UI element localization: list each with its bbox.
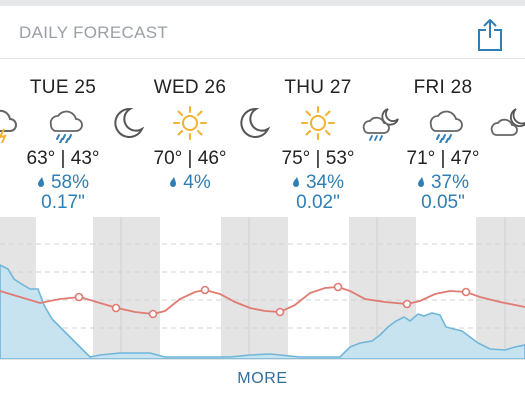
days-row: TUE 25 63° | 43° 58% 0.17" WED 26 70° | — [0, 59, 525, 217]
precip-chance: 34% — [253, 172, 383, 194]
raindrop-icon — [37, 177, 44, 187]
raindrop-icon — [292, 177, 299, 187]
night-band — [476, 217, 525, 359]
day-label: TUE 25 — [29, 77, 97, 98]
temp-range: 71° | 47° — [406, 148, 480, 169]
raindrop-icon — [417, 177, 424, 187]
night-cloud-icon — [490, 108, 525, 136]
status-strip — [0, 0, 525, 6]
rain-cloud-icon — [429, 110, 463, 143]
raindrop-icon — [170, 177, 177, 187]
footer: MORE — [0, 359, 525, 401]
temp-point — [333, 282, 343, 292]
sun-icon — [301, 106, 335, 140]
temp-point — [461, 287, 471, 297]
moon-icon — [114, 107, 145, 138]
temp-point — [148, 309, 158, 319]
temp-point — [200, 285, 210, 295]
day-label: FRI 28 — [413, 77, 473, 98]
night-band — [93, 217, 160, 359]
day-label: WED 26 — [153, 77, 227, 98]
precip-chance: 37% — [378, 172, 508, 194]
temp-line — [0, 286, 525, 315]
temp-point — [74, 292, 84, 302]
night-band — [221, 217, 288, 359]
moon-icon — [240, 107, 271, 138]
precip-amount: 0.02" — [296, 192, 340, 213]
day-label: THU 27 — [284, 77, 352, 98]
precip-chance: 58% — [0, 172, 128, 194]
temp-range: 75° | 53° — [281, 148, 355, 169]
sun-icon — [173, 106, 207, 140]
temp-range: 70° | 46° — [153, 148, 227, 169]
hourly-chart — [0, 217, 525, 359]
rain-cloud-icon — [49, 110, 83, 143]
share-icon[interactable] — [476, 18, 504, 52]
precip-amount: 0.17" — [41, 192, 85, 213]
more-button[interactable]: MORE — [237, 370, 288, 387]
precip-amount: 0.05" — [421, 192, 465, 213]
night-rain-icon — [362, 108, 399, 141]
temp-range: 63° | 43° — [26, 148, 100, 169]
temp-point — [111, 303, 121, 313]
temp-point — [402, 299, 412, 309]
temp-point — [275, 307, 285, 317]
lightning-cloud-icon — [0, 109, 17, 143]
forecast-header: DAILY FORECAST — [0, 6, 525, 59]
precip-chance: 4% — [125, 172, 255, 194]
precip-area — [0, 264, 525, 359]
page-title: DAILY FORECAST — [19, 23, 169, 42]
